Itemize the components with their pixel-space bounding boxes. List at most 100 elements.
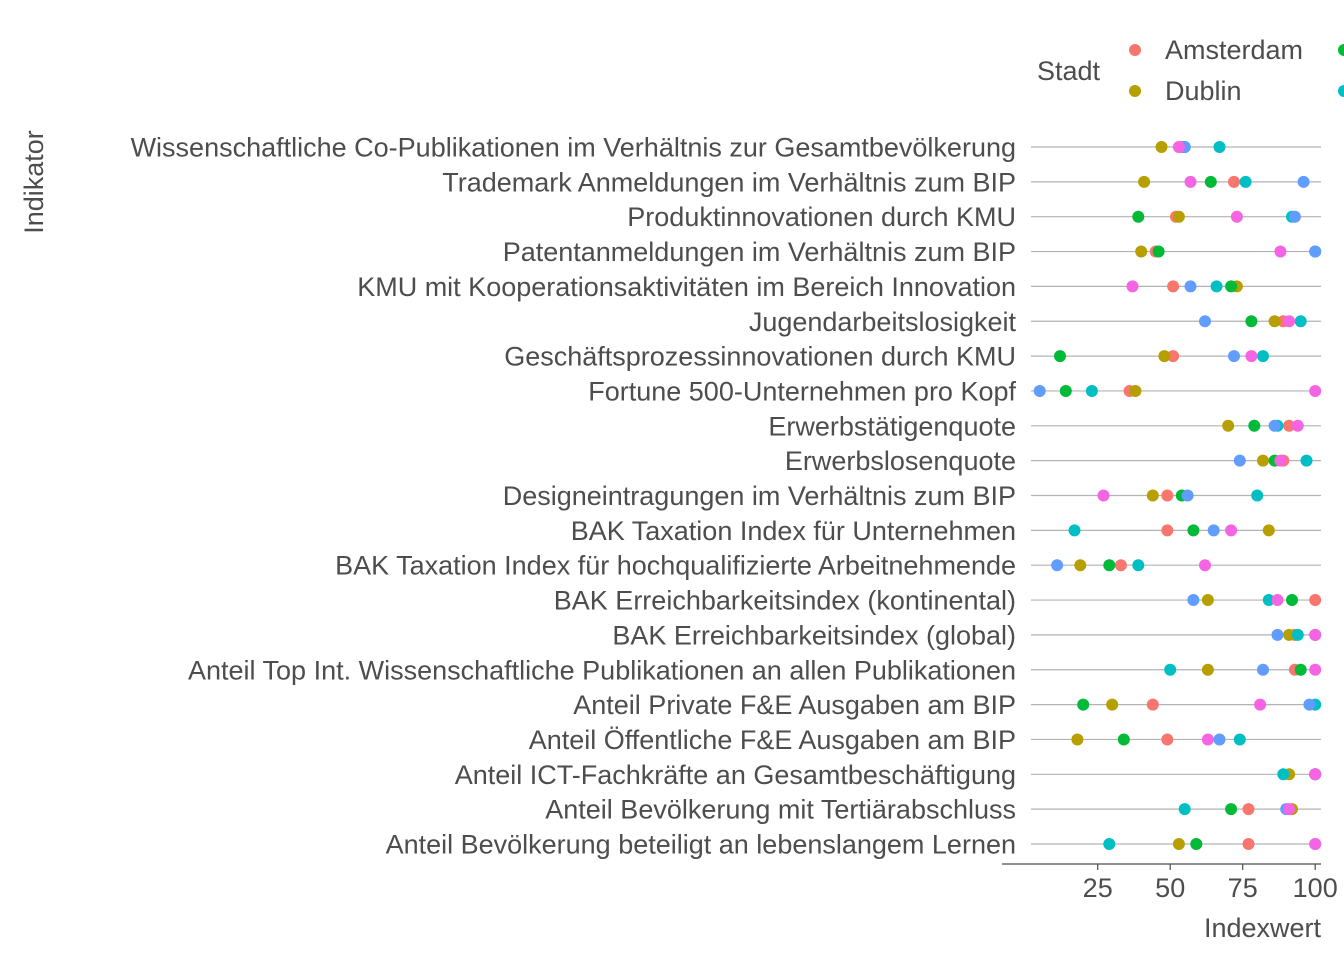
data-point [1199, 559, 1211, 572]
data-point [1257, 663, 1269, 676]
data-point [1309, 768, 1322, 781]
data-point [1242, 838, 1255, 850]
legend-title: Stadt [1037, 56, 1101, 86]
data-point [1051, 559, 1064, 572]
data-point [1283, 419, 1296, 432]
data-point [1233, 454, 1246, 467]
legend-swatch [1129, 44, 1141, 56]
data-points [1033, 141, 1322, 850]
data-point [1190, 838, 1203, 850]
category-label: Wissenschaftliche Co-Publikationen im Ve… [131, 133, 1016, 163]
data-point [1167, 350, 1180, 363]
x-axis: 25 50 75 100 [1002, 863, 1338, 903]
data-point [1187, 594, 1200, 607]
data-point [1074, 559, 1087, 572]
data-point [1054, 350, 1066, 363]
data-point [1257, 350, 1269, 363]
data-point [1146, 489, 1159, 502]
data-point [1207, 524, 1220, 537]
data-point [1132, 210, 1145, 223]
x-tick-label: 100 [1293, 873, 1338, 903]
category-label: Anteil Top Int. Wissenschaftliche Publik… [188, 655, 1016, 685]
data-point [1294, 315, 1307, 328]
data-point [1222, 419, 1235, 432]
category-labels: Wissenschaftliche Co-Publikationen im Ve… [131, 133, 1017, 860]
data-point [1097, 489, 1110, 502]
data-point [1126, 280, 1139, 293]
data-point [1254, 698, 1267, 711]
data-point [1071, 733, 1084, 746]
category-label: Erwerbstätigenquote [768, 411, 1016, 441]
data-point [1155, 141, 1168, 153]
category-label: Anteil ICT-Fachkräfte an Gesamtbeschäfti… [455, 760, 1016, 790]
category-label: Anteil Öffentliche F&E Ausgaben am BIP [529, 725, 1016, 755]
data-point [1161, 489, 1174, 502]
data-point [1245, 350, 1258, 363]
data-point [1114, 559, 1127, 572]
y-axis-title: Indikator [19, 130, 49, 234]
data-point [1059, 384, 1072, 397]
category-label: BAK Erreichbarkeitsindex (kontinental) [554, 586, 1016, 616]
data-point [1245, 315, 1258, 328]
data-point [1274, 245, 1287, 258]
legend-swatch [1338, 44, 1344, 56]
data-point [1068, 524, 1081, 537]
category-label: Fortune 500-Unternehmen pro Kopf [588, 376, 1016, 406]
data-point [1204, 175, 1217, 188]
data-point [1146, 698, 1159, 711]
data-point [1201, 663, 1214, 676]
data-point [1283, 628, 1296, 641]
legend-items: Amsterdam Dublin [1129, 35, 1344, 106]
category-label: Geschäftsprozessinnovationen durch KMU [504, 342, 1016, 372]
data-point [1228, 350, 1240, 363]
data-point [1251, 489, 1264, 502]
data-point [1172, 838, 1185, 850]
category-label: Erwerbslosenquote [785, 446, 1016, 476]
data-point [1233, 733, 1246, 746]
category-label: BAK Taxation Index für Unternehmen [571, 516, 1016, 546]
category-label: KMU mit Kooperationsaktivitäten im Berei… [357, 272, 1016, 302]
data-point [1225, 803, 1238, 816]
data-point [1228, 175, 1240, 188]
data-point [1213, 733, 1226, 746]
data-point [1309, 838, 1322, 850]
category-label: Jugendarbeitslosigkeit [749, 307, 1017, 337]
data-point [1085, 384, 1098, 397]
data-point [1309, 663, 1322, 676]
data-point [1274, 454, 1287, 467]
data-point [1184, 280, 1197, 293]
data-point [1184, 175, 1197, 188]
data-point [1106, 698, 1119, 711]
data-point [1187, 524, 1200, 537]
data-point [1117, 733, 1130, 746]
series-6 [1097, 141, 1322, 850]
data-point [1172, 141, 1185, 153]
data-point [1257, 454, 1269, 467]
data-point [1225, 280, 1238, 293]
data-point [1239, 175, 1252, 188]
data-point [1300, 454, 1313, 467]
data-point [1277, 768, 1290, 781]
data-point [1181, 489, 1194, 502]
data-point [1152, 245, 1165, 258]
category-label: Anteil Bevölkerung mit Tertiärabschluss [545, 795, 1016, 825]
data-point [1262, 594, 1275, 607]
data-point [1248, 419, 1261, 432]
data-point [1286, 594, 1298, 607]
data-point [1077, 698, 1090, 711]
legend-swatch [1129, 85, 1141, 97]
data-point [1309, 594, 1322, 607]
data-point [1294, 663, 1307, 676]
data-point [1161, 733, 1174, 746]
data-point [1103, 559, 1116, 572]
data-point [1158, 350, 1171, 363]
data-point [1271, 594, 1284, 607]
category-label: Produktinnovationen durch KMU [627, 202, 1016, 232]
legend: Stadt Amsterdam Dublin [1037, 35, 1344, 106]
data-point [1309, 384, 1322, 397]
data-point [1291, 628, 1304, 641]
legend-swatch [1338, 85, 1344, 97]
x-tick-label: 25 [1083, 873, 1113, 903]
data-point [1201, 594, 1214, 607]
